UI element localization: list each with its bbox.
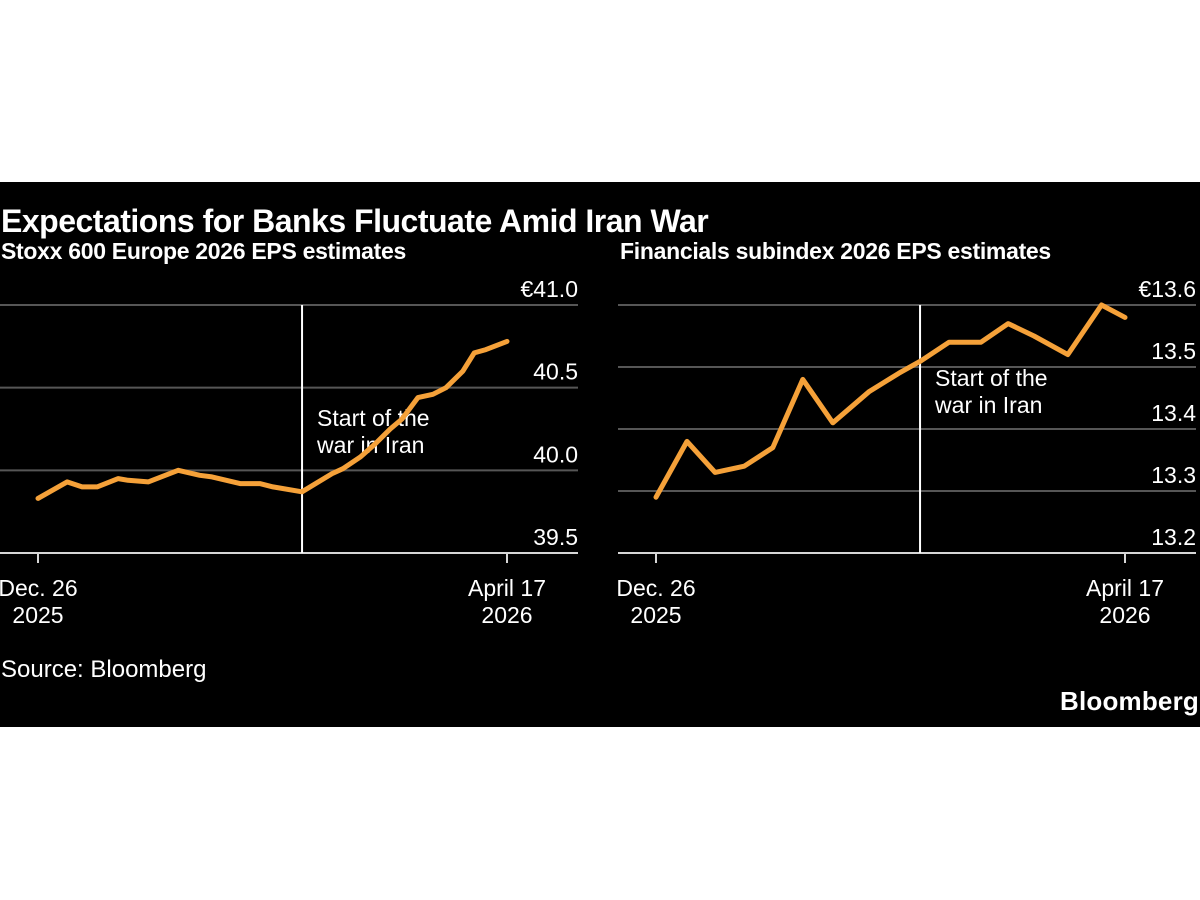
x-tick-label: 2025 <box>630 602 681 628</box>
eps-line <box>35 338 510 501</box>
x-tick-label: Dec. 26 <box>616 575 695 601</box>
event-annotation: Start of the <box>317 405 430 431</box>
eps-line <box>653 302 1128 500</box>
event-annotation: war in Iran <box>934 392 1042 418</box>
left-chart-subtitle: Stoxx 600 Europe 2026 EPS estimates <box>1 238 406 264</box>
right-chart-subtitle: Financials subindex 2026 EPS estimates <box>620 238 1051 264</box>
x-tick-label: 2026 <box>481 602 532 628</box>
y-tick-label: €41.0 <box>520 276 578 302</box>
y-tick-label: 40.0 <box>533 441 578 467</box>
x-tick-label: 2026 <box>1099 602 1150 628</box>
y-tick-label: €13.6 <box>1138 276 1196 302</box>
x-tick-label: Dec. 26 <box>0 575 78 601</box>
y-tick-label: 13.4 <box>1151 400 1196 426</box>
page-title: Expectations for Banks Fluctuate Amid Ir… <box>1 203 709 240</box>
y-tick-label: 39.5 <box>533 524 578 550</box>
bloomberg-logo: Bloomberg <box>1059 686 1199 716</box>
x-tick-label: April 17 <box>1086 575 1164 601</box>
x-tick-label: April 17 <box>468 575 546 601</box>
chart-panel <box>0 182 1200 727</box>
y-tick-label: 40.5 <box>533 359 578 385</box>
y-tick-label: 13.2 <box>1151 524 1196 550</box>
y-tick-label: 13.3 <box>1151 462 1196 488</box>
source-credit: Source: Bloomberg <box>1 656 207 683</box>
x-tick-label: 2025 <box>12 602 63 628</box>
y-tick-label: 13.5 <box>1151 338 1196 364</box>
event-annotation: Start of the <box>935 365 1048 391</box>
